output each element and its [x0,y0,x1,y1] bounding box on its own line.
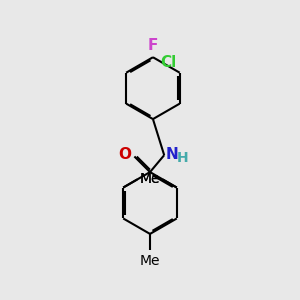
Text: F: F [148,38,158,53]
Text: Me: Me [140,172,160,186]
Text: Me: Me [140,172,160,186]
Text: H: H [177,151,188,164]
Text: Me: Me [140,254,160,268]
Text: Cl: Cl [160,56,177,70]
Text: O: O [118,148,131,163]
Text: N: N [166,147,178,162]
